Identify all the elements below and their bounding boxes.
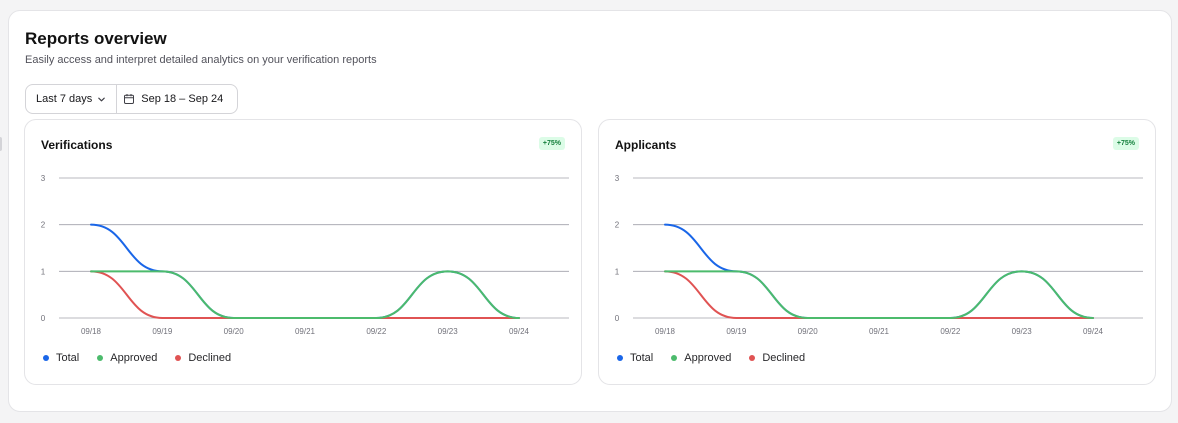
legend-item-declined[interactable]: Declined [175, 352, 231, 364]
card-title: Applicants [615, 138, 677, 152]
card-title: Verifications [41, 138, 113, 152]
legend-label-declined: Declined [188, 352, 232, 364]
x-tick-label: 09/18 [81, 327, 102, 336]
x-tick-label: 09/21 [869, 327, 890, 336]
x-tick-label: 09/24 [509, 327, 530, 336]
legend-item-total[interactable]: Total [617, 352, 653, 364]
date-filter: Last 7 days Sep 18 – Sep 24 [25, 84, 239, 114]
chart-legend: Total Approved Declined [43, 352, 231, 364]
x-tick-label: 09/18 [655, 327, 676, 336]
range-select-button[interactable]: Last 7 days [26, 85, 118, 113]
series-line-declined [90, 270, 520, 319]
legend-item-approved[interactable]: Approved [97, 352, 157, 364]
x-tick-label: 09/20 [798, 327, 819, 336]
legend-label-approved: Approved [684, 352, 732, 364]
legend-label-total: Total [630, 352, 654, 364]
chart-legend: Total Approved Declined [617, 352, 805, 364]
series-line-declined [664, 270, 1094, 319]
series-line-approved [664, 270, 1094, 319]
page-title: Reports overview [25, 29, 167, 48]
legend-item-total[interactable]: Total [43, 352, 79, 364]
x-tick-label: 09/20 [224, 327, 245, 336]
legend-item-declined[interactable]: Declined [749, 352, 805, 364]
total-dot [617, 355, 623, 361]
y-tick-label: 3 [615, 174, 620, 183]
x-tick-label: 09/19 [726, 327, 747, 336]
y-tick-label: 2 [615, 221, 620, 230]
calendar-icon [123, 93, 135, 105]
legend-label-approved: Approved [110, 352, 158, 364]
chevron-down-icon [97, 95, 106, 104]
approved-dot [97, 355, 104, 361]
total-dot [43, 355, 49, 361]
y-tick-label: 2 [41, 221, 46, 230]
date-range-label: Sep 18 – Sep 24 [141, 93, 224, 105]
x-tick-label: 09/22 [366, 327, 387, 336]
y-tick-label: 0 [41, 314, 46, 323]
x-tick-label: 09/19 [152, 327, 173, 336]
declined-dot [175, 355, 182, 361]
edge-handle [0, 137, 2, 151]
y-tick-label: 1 [41, 267, 46, 276]
legend-item-approved[interactable]: Approved [671, 352, 731, 364]
legend-label-declined: Declined [762, 352, 806, 364]
date-range-button[interactable]: Sep 18 – Sep 24 [117, 85, 237, 113]
x-tick-label: 09/24 [1083, 327, 1104, 336]
applicants-chart: 0 1 2 3 09/18 09/19 09/20 09/21 09/22 09/23 09/24 [615, 174, 1143, 336]
verifications-card: Verifications +75% 0 1 2 3 09/18 09/19 09/20 09… [24, 119, 582, 385]
verifications-chart: 0 1 2 3 09/18 09/19 09/20 09/21 09/22 09/23 09/24 [41, 174, 569, 336]
trend-badge: +75% [538, 137, 565, 150]
y-tick-label: 0 [615, 314, 620, 323]
range-select-label: Last 7 days [36, 93, 93, 105]
y-tick-label: 3 [41, 174, 46, 183]
page-subtitle: Easily access and interpret detailed ana… [25, 54, 377, 66]
applicants-card: Applicants +75% 0 1 2 3 09/18 09/19 09/20 09/21… [598, 119, 1156, 385]
trend-badge: +75% [1112, 137, 1139, 150]
approved-dot [671, 355, 678, 361]
declined-dot [749, 355, 756, 361]
x-tick-label: 09/23 [438, 327, 459, 336]
legend-label-total: Total [56, 352, 80, 364]
x-tick-label: 09/22 [940, 327, 961, 336]
y-tick-label: 1 [615, 267, 620, 276]
x-tick-label: 09/21 [295, 327, 316, 336]
series-line-approved [90, 270, 520, 319]
x-tick-label: 09/23 [1012, 327, 1033, 336]
